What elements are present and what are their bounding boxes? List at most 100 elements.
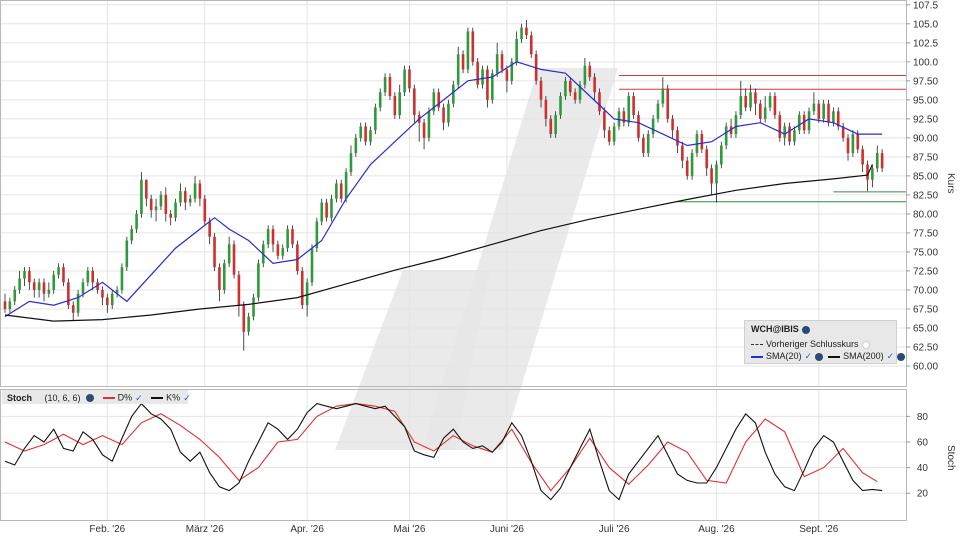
candle-body [856, 134, 860, 150]
candle-body [154, 206, 158, 211]
globe-icon[interactable] [815, 352, 824, 361]
red-line-icon [102, 396, 115, 399]
legend-prev-close-label: Vorheriger Schlusskurs [766, 339, 859, 349]
candle-body [505, 69, 509, 81]
black-line-icon [151, 396, 164, 399]
candle-body [37, 282, 41, 290]
legend-title: WCH@IBIS [751, 324, 810, 334]
candle-body [812, 103, 816, 112]
candle-body [797, 115, 801, 131]
candle-body [544, 99, 548, 119]
candle-body [198, 183, 202, 199]
globe-icon[interactable] [86, 393, 95, 402]
candle-body [8, 301, 12, 309]
candle-body [349, 153, 353, 173]
candle-body [754, 92, 757, 104]
price-tick-label: 65.00 [913, 323, 938, 334]
candle-body [81, 282, 85, 294]
candle-body [598, 92, 601, 112]
candle-body [749, 92, 752, 108]
candle-body [28, 270, 31, 283]
legend-item-sma20[interactable]: SMA(20) ✓ SMA(200) ✓ [751, 350, 906, 362]
price-tick-label: 80.00 [913, 209, 938, 220]
candle-body [398, 92, 402, 116]
price-tick-label: 62.50 [913, 342, 938, 353]
candle-body [257, 263, 260, 298]
stoch-tick-label: 60 [917, 438, 929, 449]
price-tick-label: 75.00 [913, 247, 938, 258]
candle-body [690, 153, 694, 176]
candle-body [354, 137, 358, 154]
stoch-params: (10, 6, 6) [44, 392, 81, 403]
candle-body [71, 305, 75, 313]
candle-body [266, 229, 270, 245]
checkmark-icon[interactable]: ✓ [135, 392, 143, 403]
price-legend: WCH@IBIS Vorheriger Schlusskurs SMA(20) ✓… [744, 320, 906, 364]
candle-body [252, 297, 255, 317]
candle-body [734, 115, 738, 135]
checkmark-icon[interactable]: ✓ [804, 351, 813, 361]
candle-body [793, 130, 796, 142]
candle-body [305, 282, 309, 306]
checkmark-icon[interactable]: ✓ [886, 351, 895, 361]
candle-body [296, 244, 299, 271]
candle-body [841, 126, 845, 138]
candle-body [456, 54, 460, 85]
candle-body [593, 77, 596, 93]
black-line-icon [828, 355, 841, 358]
candle-body [759, 103, 762, 119]
candle-body [32, 282, 36, 290]
candle-body [525, 27, 528, 36]
checkmark-icon[interactable]: ✓ [183, 392, 191, 403]
x-tick-label: Mai '26 [393, 524, 425, 535]
globe-icon[interactable] [897, 352, 906, 361]
candle-body [67, 282, 70, 306]
candle-body [3, 301, 7, 309]
candle-body [179, 191, 182, 203]
candle-body [286, 229, 289, 249]
candle-body [222, 263, 226, 290]
candle-body [846, 137, 850, 154]
candle-body [291, 229, 294, 245]
price-tick-label: 92.50 [913, 114, 938, 125]
candle-body [832, 111, 835, 123]
candle-body [568, 80, 572, 93]
candle-body [481, 69, 484, 85]
x-tick-label: Sept. '26 [799, 524, 839, 535]
candle-body [276, 244, 280, 256]
stoch-tick-label: 40 [917, 463, 929, 474]
candle-body [320, 202, 324, 222]
stoch-grid [0, 389, 906, 520]
price-tick-label: 90.00 [913, 133, 938, 144]
stoch-d-label: D% [117, 392, 133, 403]
candle-body [23, 270, 26, 279]
stoch-lines [4, 402, 883, 501]
candle-body [91, 270, 95, 283]
price-y-axis: 107.5 105.0 102.5 100.0 97.50 95.00 92.50 90.00… [906, 0, 938, 372]
candle-body [76, 293, 80, 313]
candle-body [62, 267, 65, 283]
candle-body [218, 267, 221, 290]
legend-sma20-label: SMA(20) [766, 351, 802, 361]
candle-body [554, 115, 557, 135]
stoch-axis-title: Stoch [945, 445, 956, 471]
globe-icon[interactable] [801, 325, 810, 334]
candle-body [768, 96, 772, 108]
candle-body [807, 111, 811, 131]
legend-item-prev-close[interactable]: Vorheriger Schlusskurs [751, 338, 870, 350]
candle-body [203, 198, 207, 222]
settings-icon[interactable] [861, 340, 870, 349]
candle-body [18, 278, 21, 290]
candle-body [383, 77, 387, 93]
candle-body [193, 183, 197, 199]
candle-body [573, 92, 577, 100]
price-tick-label: 60.00 [913, 361, 938, 372]
candle-body [335, 183, 338, 199]
x-tick-label: Feb. '26 [89, 524, 125, 535]
stoch-panel-border [0, 389, 907, 521]
candle-body [110, 293, 114, 306]
candle-body [875, 153, 879, 169]
candle-body [656, 103, 660, 119]
candle-body [705, 149, 709, 169]
candle-body [437, 92, 440, 108]
